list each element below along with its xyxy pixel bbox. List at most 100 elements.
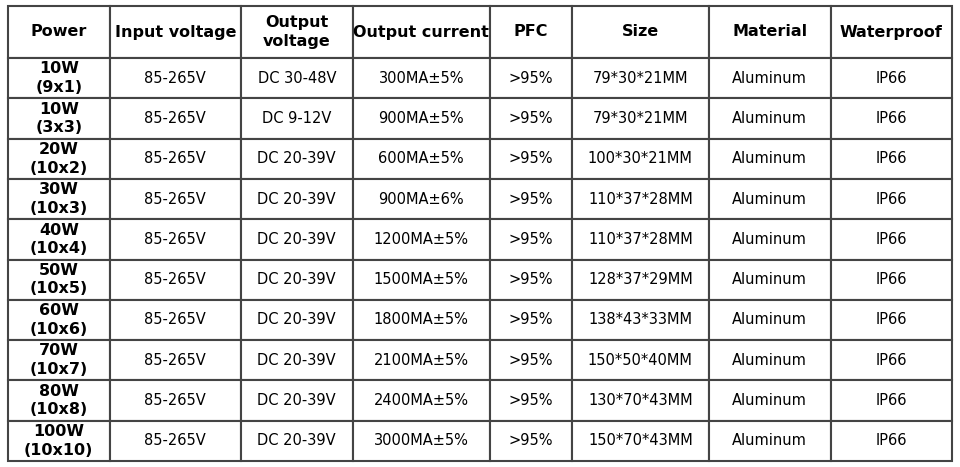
Bar bbox=[241, 139, 352, 179]
Bar bbox=[241, 300, 352, 340]
Bar bbox=[830, 179, 952, 219]
Bar bbox=[8, 340, 109, 381]
Bar bbox=[709, 58, 830, 98]
Bar bbox=[8, 98, 109, 139]
Text: 20W
(10x2): 20W (10x2) bbox=[30, 142, 88, 176]
Bar bbox=[571, 6, 709, 58]
Text: 900MA±6%: 900MA±6% bbox=[378, 191, 464, 206]
Text: 85-265V: 85-265V bbox=[144, 191, 206, 206]
Text: 900MA±5%: 900MA±5% bbox=[378, 111, 464, 126]
Bar bbox=[490, 219, 571, 260]
Text: 50W
(10x5): 50W (10x5) bbox=[30, 263, 88, 297]
Text: IP66: IP66 bbox=[876, 312, 907, 327]
Text: DC 9-12V: DC 9-12V bbox=[262, 111, 331, 126]
Bar bbox=[352, 139, 490, 179]
Text: 70W
(10x7): 70W (10x7) bbox=[30, 343, 88, 377]
Text: 1200MA±5%: 1200MA±5% bbox=[373, 232, 468, 247]
Bar bbox=[709, 6, 830, 58]
Bar bbox=[490, 139, 571, 179]
Bar bbox=[241, 6, 352, 58]
Text: DC 20-39V: DC 20-39V bbox=[257, 312, 336, 327]
Text: 1500MA±5%: 1500MA±5% bbox=[373, 272, 468, 287]
Bar bbox=[571, 300, 709, 340]
Text: Output current: Output current bbox=[353, 24, 490, 40]
Text: Waterproof: Waterproof bbox=[840, 24, 943, 40]
Text: Aluminum: Aluminum bbox=[732, 71, 807, 85]
Bar bbox=[571, 179, 709, 219]
Text: 60W
(10x6): 60W (10x6) bbox=[30, 303, 88, 337]
Bar bbox=[352, 421, 490, 461]
Bar bbox=[830, 139, 952, 179]
Text: DC 20-39V: DC 20-39V bbox=[257, 232, 336, 247]
Text: >95%: >95% bbox=[509, 71, 553, 85]
Bar bbox=[830, 300, 952, 340]
Bar bbox=[109, 58, 241, 98]
Bar bbox=[8, 6, 109, 58]
Text: IP66: IP66 bbox=[876, 71, 907, 85]
Bar bbox=[352, 58, 490, 98]
Text: >95%: >95% bbox=[509, 111, 553, 126]
Bar bbox=[490, 300, 571, 340]
Bar bbox=[830, 58, 952, 98]
Bar bbox=[490, 421, 571, 461]
Text: Aluminum: Aluminum bbox=[732, 353, 807, 368]
Bar bbox=[571, 260, 709, 300]
Text: >95%: >95% bbox=[509, 312, 553, 327]
Text: 80W
(10x8): 80W (10x8) bbox=[30, 384, 88, 417]
Bar bbox=[490, 58, 571, 98]
Text: Material: Material bbox=[732, 24, 807, 40]
Bar bbox=[241, 421, 352, 461]
Bar bbox=[241, 219, 352, 260]
Bar bbox=[109, 139, 241, 179]
Text: Power: Power bbox=[31, 24, 87, 40]
Bar bbox=[571, 340, 709, 381]
Text: DC 20-39V: DC 20-39V bbox=[257, 191, 336, 206]
Bar bbox=[8, 58, 109, 98]
Bar bbox=[8, 139, 109, 179]
Text: PFC: PFC bbox=[514, 24, 548, 40]
Text: Aluminum: Aluminum bbox=[732, 151, 807, 166]
Text: >95%: >95% bbox=[509, 353, 553, 368]
Text: >95%: >95% bbox=[509, 151, 553, 166]
Text: IP66: IP66 bbox=[876, 272, 907, 287]
Text: IP66: IP66 bbox=[876, 151, 907, 166]
Bar bbox=[830, 381, 952, 421]
Bar bbox=[352, 300, 490, 340]
Text: 79*30*21MM: 79*30*21MM bbox=[592, 111, 688, 126]
Text: Aluminum: Aluminum bbox=[732, 312, 807, 327]
Bar bbox=[241, 381, 352, 421]
Bar bbox=[830, 260, 952, 300]
Text: Output
voltage: Output voltage bbox=[263, 15, 330, 49]
Bar bbox=[241, 58, 352, 98]
Text: >95%: >95% bbox=[509, 393, 553, 408]
Text: >95%: >95% bbox=[509, 433, 553, 448]
Text: 2100MA±5%: 2100MA±5% bbox=[373, 353, 468, 368]
Text: 79*30*21MM: 79*30*21MM bbox=[592, 71, 688, 85]
Text: 85-265V: 85-265V bbox=[144, 353, 206, 368]
Text: 110*37*28MM: 110*37*28MM bbox=[588, 191, 693, 206]
Bar bbox=[352, 381, 490, 421]
Bar bbox=[352, 260, 490, 300]
Bar bbox=[830, 340, 952, 381]
Bar bbox=[241, 179, 352, 219]
Text: IP66: IP66 bbox=[876, 232, 907, 247]
Bar bbox=[490, 179, 571, 219]
Text: DC 20-39V: DC 20-39V bbox=[257, 393, 336, 408]
Bar bbox=[8, 219, 109, 260]
Bar bbox=[490, 6, 571, 58]
Text: 10W
(3x3): 10W (3x3) bbox=[36, 102, 83, 135]
Bar bbox=[8, 381, 109, 421]
Bar bbox=[490, 260, 571, 300]
Bar bbox=[109, 260, 241, 300]
Bar bbox=[352, 179, 490, 219]
Bar bbox=[571, 381, 709, 421]
Bar bbox=[490, 381, 571, 421]
Bar bbox=[709, 421, 830, 461]
Bar bbox=[830, 6, 952, 58]
Bar bbox=[830, 98, 952, 139]
Text: IP66: IP66 bbox=[876, 111, 907, 126]
Bar bbox=[709, 381, 830, 421]
Text: 10W
(9x1): 10W (9x1) bbox=[36, 61, 83, 95]
Text: 600MA±5%: 600MA±5% bbox=[378, 151, 464, 166]
Text: Size: Size bbox=[622, 24, 659, 40]
